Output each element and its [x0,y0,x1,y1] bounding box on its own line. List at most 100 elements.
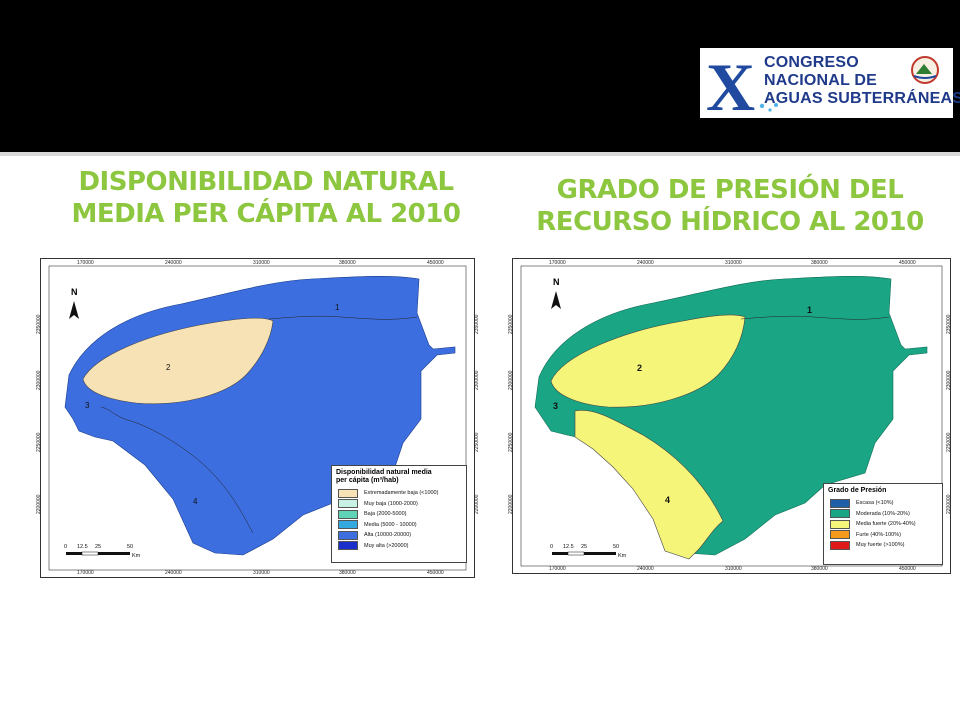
right-y-tick: 2250000 [508,432,514,452]
legend-label: Baja (2000-5000) [364,511,407,518]
legend-item: Media (5000 - 10000) [338,520,466,531]
left-x-tick-bottom: 240000 [165,570,182,576]
right-y-tick: 2200000 [946,494,952,514]
logo-letter: X [706,49,755,118]
right-title-line-1: GRADO DE PRESIÓN DEL [556,175,904,205]
left-x-tick-bottom: 450000 [427,570,444,576]
right-x-tick-bottom: 170000 [549,566,566,572]
legend-item: Extremadamente baja (<1000) [338,488,466,499]
legend-label: Alta (10000-20000) [364,532,412,539]
left-scale-0: 0 [64,544,68,550]
left-title-line-2: MEDIA PER CÁPITA AL 2010 [71,199,461,229]
legend-swatch [338,488,358,498]
left-map-svg [48,265,467,571]
right-zone-3: 3 [553,401,559,411]
left-x-tick-bottom: 310000 [253,570,270,576]
right-scale-3: 50 [613,544,620,550]
header-divider [0,152,960,156]
left-zone-3: 3 [85,401,90,410]
left-x-tick: 450000 [427,260,444,266]
right-y-tick: 2250000 [946,432,952,452]
right-x-tick: 450000 [899,260,916,266]
left-legend-title-1: Disponibilidad natural media [336,469,432,476]
left-x-tick-bottom: 170000 [77,570,94,576]
congress-logo: X CONGRESO NACIONAL DE AGUAS SUBTERRÁNEA… [700,48,960,118]
right-x-tick-bottom: 240000 [637,566,654,572]
legend-item: Moderada (10%-20%) [830,509,942,520]
right-map-title: GRADO DE PRESIÓN DEL RECURSO HÍDRICO AL … [500,174,960,238]
legend-label: Media (5000 - 10000) [364,521,417,528]
legend-swatch [830,530,850,540]
left-scale-1: 12.5 [77,544,88,550]
legend-item: Escasa (<10%) [830,498,942,509]
right-scale-unit: Km [618,553,627,559]
left-scale-3: 50 [127,544,134,550]
left-y-tick: 2200000 [36,494,42,514]
right-north-label: N [553,277,560,287]
legend-label: Escasa (<10%) [856,500,894,507]
right-x-tick: 380000 [811,260,828,266]
left-x-tick: 310000 [253,260,270,266]
legend-item: Baja (2000-5000) [338,509,466,520]
left-scale-unit: Km [132,553,141,559]
left-map-title: DISPONIBILIDAD NATURAL MEDIA PER CÁPITA … [40,166,492,230]
left-scale-2: 25 [95,544,102,550]
legend-label: Moderada (10%-20%) [856,510,910,517]
right-legend-rows: Escasa (<10%) Moderada (10%-20%) Media fue… [824,498,942,551]
left-x-tick-bottom: 380000 [339,570,356,576]
left-x-tick: 380000 [339,260,356,266]
right-title-line-2: RECURSO HÍDRICO AL 2010 [536,207,924,237]
legend-swatch [830,519,850,529]
right-legend: Grado de Presión Escasa (<10%) Moderada (… [823,483,943,565]
right-y-tick: 2350000 [508,314,514,334]
right-x-tick-bottom: 380000 [811,566,828,572]
legend-label: Muy fuerte (>100%) [856,542,905,549]
right-scale-1: 12.5 [563,544,574,550]
left-y-tick: 2350000 [474,314,480,334]
legend-label: Extremadamente baja (<1000) [364,490,439,497]
right-x-tick-bottom: 310000 [725,566,742,572]
left-zone-2: 2 [166,363,171,372]
right-scale-bar [552,551,616,556]
left-map: N 1 2 3 4 170000 240000 310000 380000 45… [40,258,475,578]
right-region-zone-4 [574,409,724,560]
left-scale-bar [66,551,130,556]
legend-swatch [338,520,358,530]
right-scale-2: 25 [581,544,588,550]
legend-label: Media fuerte (20%-40%) [856,521,916,528]
right-zone-4: 4 [665,495,671,505]
right-x-tick-bottom: 450000 [899,566,916,572]
right-zone-1: 1 [807,305,813,315]
legend-label: Muy alta (>20000) [364,542,409,549]
left-y-tick: 2300000 [474,370,480,390]
right-region-zone-2 [550,314,746,408]
right-x-tick: 240000 [637,260,654,266]
legend-label: Muy baja (1000-2000) [364,500,418,507]
right-y-tick: 2300000 [508,370,514,390]
legend-swatch [830,540,850,550]
logo-line-1: CONGRESO [764,54,859,71]
left-x-tick: 240000 [165,260,182,266]
logo-line-3: AGUAS SUBTERRÁNEAS [764,90,960,107]
logo-graphic: X [706,49,939,118]
legend-swatch [338,509,358,519]
left-north-arrow [69,301,79,319]
left-y-tick: 2200000 [474,494,480,514]
legend-item: Muy fuerte (>100%) [830,540,942,551]
logo-line-2: NACIONAL DE [764,72,878,89]
left-y-tick: 2250000 [474,432,480,452]
left-y-tick: 2300000 [36,370,42,390]
left-region-zone-2 [82,317,274,405]
left-legend: Disponibilidad natural media per cápita … [331,465,467,563]
left-legend-rows: Extremadamente baja (<1000) Muy baja (100… [332,488,466,551]
right-north-arrow [551,291,561,309]
legend-item: Alta (10000-20000) [338,530,466,541]
left-y-tick: 2250000 [36,432,42,452]
legend-item: Muy alta (>20000) [338,541,466,552]
left-x-tick: 170000 [77,260,94,266]
legend-label: Furte (40%-100%) [856,531,901,538]
left-zone-4: 4 [193,497,198,506]
legend-swatch [830,509,850,519]
left-title-line-1: DISPONIBILIDAD NATURAL [78,167,454,197]
legend-swatch [338,499,358,509]
